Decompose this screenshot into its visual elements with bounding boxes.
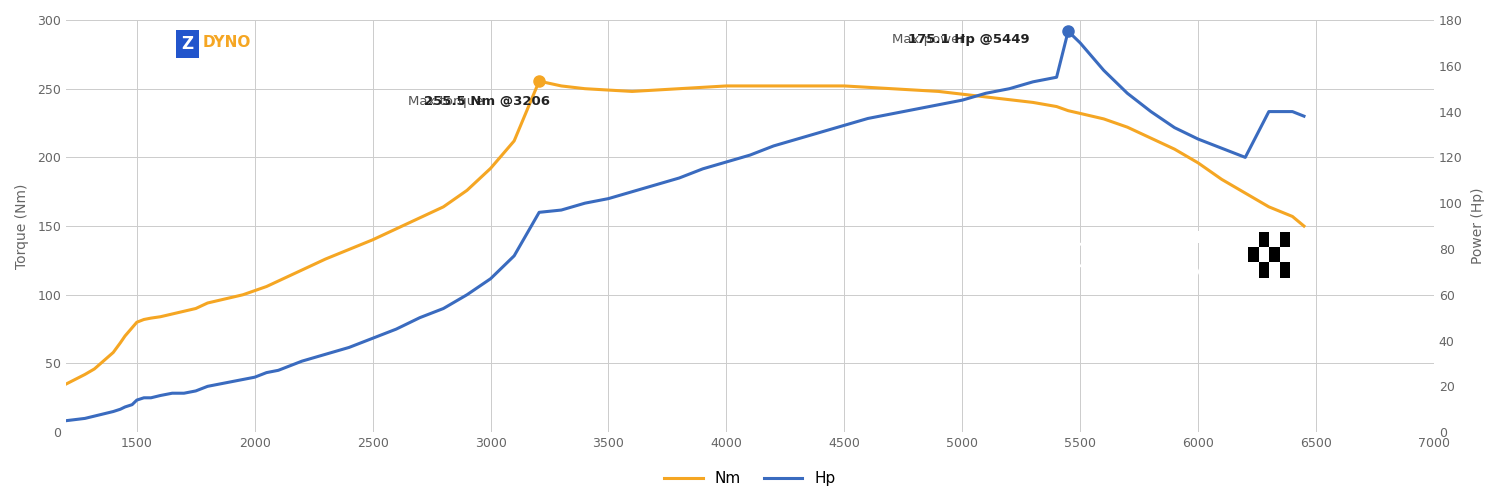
Bar (1248, 247, 1258, 262)
Hp (1294, 113, 1312, 119)
Nm (1294, 223, 1312, 229)
Nm (694, 84, 712, 90)
Nm (411, 215, 429, 221)
Text: DYNO: DYNO (202, 35, 250, 50)
Hp (1166, 124, 1184, 130)
Hp (198, 384, 216, 390)
Hp (646, 182, 664, 188)
Bar (1280, 262, 1290, 278)
Legend: Nm, Hp: Nm, Hp (658, 465, 842, 492)
Text: TUNING: TUNING (1152, 266, 1218, 280)
Nm (198, 300, 216, 306)
Bar (1258, 247, 1269, 262)
Hp (670, 175, 688, 181)
Bar (1280, 247, 1290, 262)
Y-axis label: Torque (Nm): Torque (Nm) (15, 184, 28, 269)
Hp (411, 314, 429, 320)
Nm (530, 78, 548, 84)
Text: 175.1 Hp @5449: 175.1 Hp @5449 (908, 33, 1029, 46)
Bar (1248, 232, 1258, 247)
Nm (210, 298, 228, 304)
Bar (1269, 232, 1280, 247)
Bar (1269, 247, 1280, 262)
Bar (1258, 232, 1269, 247)
Line: Hp: Hp (66, 31, 1304, 420)
Nm (57, 381, 75, 387)
Nm (1166, 146, 1184, 152)
Nm (670, 86, 688, 91)
Bar (1280, 232, 1290, 247)
Hp (1059, 28, 1077, 34)
Text: Z: Z (182, 35, 194, 53)
Bar (1248, 262, 1258, 278)
Text: Max power: Max power (891, 33, 969, 46)
Hp (57, 418, 75, 424)
Line: Nm: Nm (66, 81, 1304, 384)
Y-axis label: Power (Hp): Power (Hp) (1472, 188, 1485, 264)
Text: KOLSTRUP: KOLSTRUP (1140, 232, 1230, 246)
Text: Max torque: Max torque (408, 95, 488, 108)
Hp (210, 381, 228, 387)
Bar (1269, 262, 1280, 278)
Bar (1258, 262, 1269, 278)
Text: 255.5 Nm @3206: 255.5 Nm @3206 (424, 95, 550, 108)
